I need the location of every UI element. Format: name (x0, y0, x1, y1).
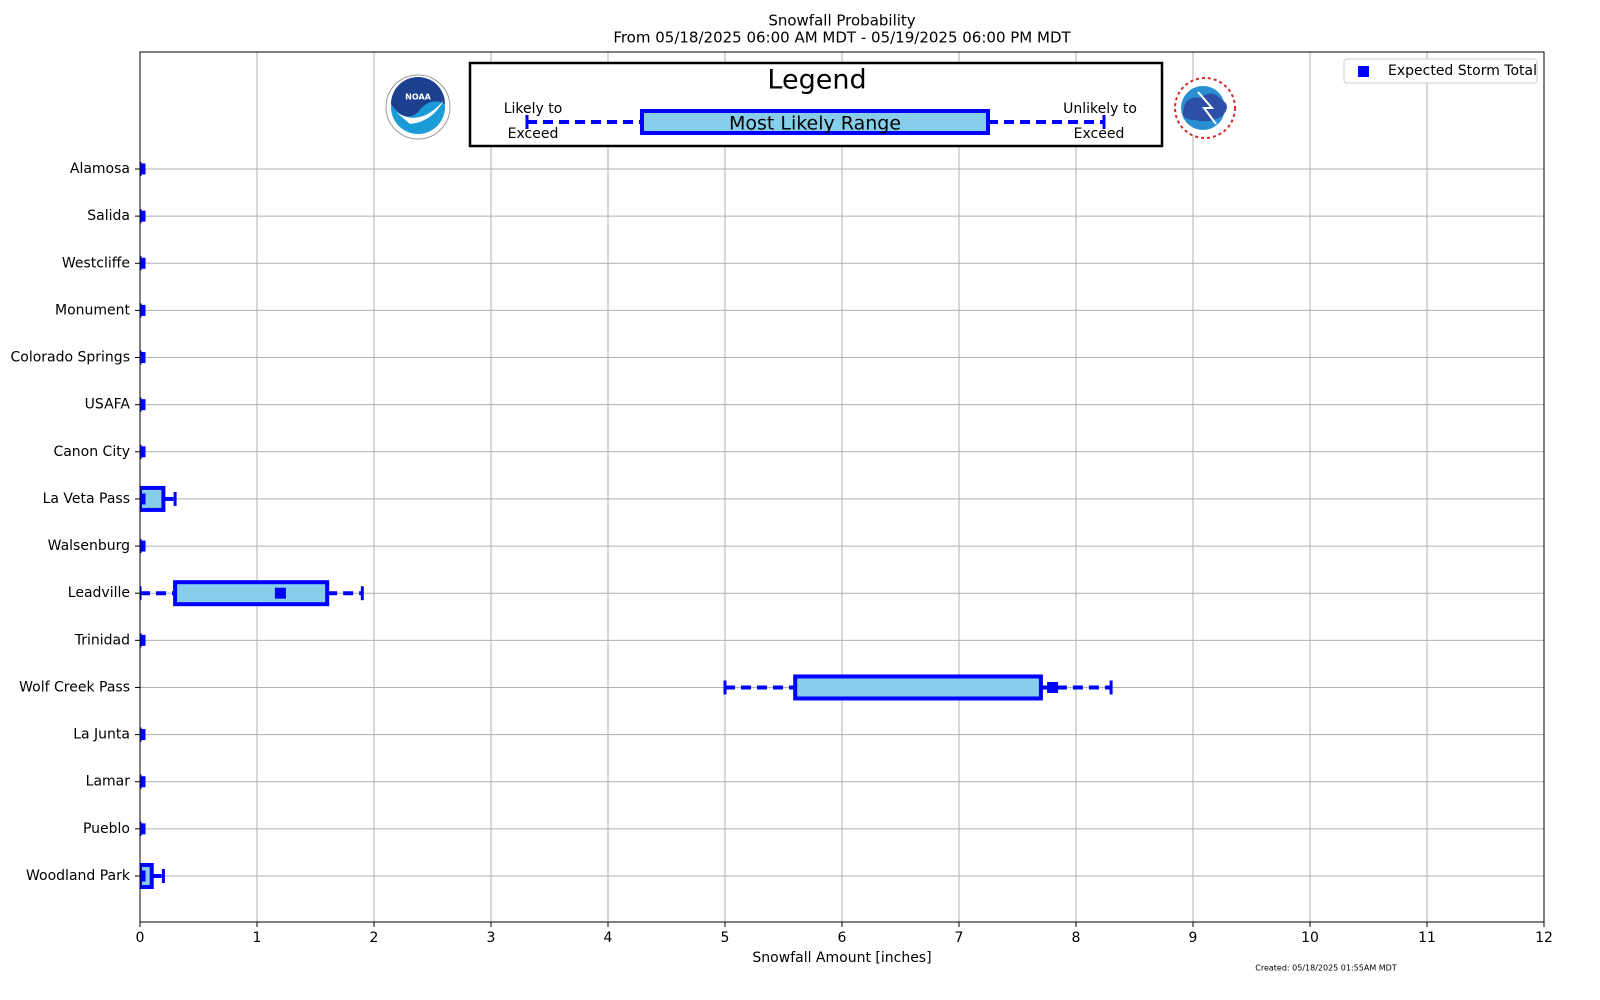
x-tick-label: 6 (838, 930, 847, 946)
legend: Expected Storm Total (1343, 58, 1538, 84)
x-tick-label: 8 (1072, 930, 1081, 946)
expected-marker (140, 163, 146, 175)
expected-marker (140, 399, 146, 411)
x-tick-label: 9 (1189, 930, 1198, 946)
y-tick-label: Leadville (68, 585, 130, 601)
y-tick-label: Pueblo (83, 821, 130, 837)
y-tick-label: Canon City (53, 444, 130, 460)
y-tick-label: Westcliffe (62, 255, 130, 271)
key-high-label: Exceed (1074, 126, 1125, 142)
x-tick-label: 3 (487, 930, 496, 946)
y-tick-label: La Veta Pass (43, 491, 130, 507)
box (173, 580, 330, 607)
expected-marker (140, 634, 146, 646)
chart-subtitle: From 05/18/2025 06:00 AM MDT - 05/19/202… (613, 29, 1071, 47)
expected-marker (140, 870, 146, 882)
key-low-label: Likely to (504, 101, 563, 117)
x-tick-label: 4 (604, 930, 613, 946)
chart-title: Snowfall Probability (768, 12, 915, 30)
x-tick-label: 0 (136, 930, 145, 946)
box (140, 485, 166, 512)
expected-marker (140, 304, 146, 316)
expected-marker (140, 493, 146, 505)
y-tick-label: Trinidad (74, 632, 130, 648)
y-tick-label: Lamar (86, 774, 131, 790)
key-box (640, 109, 990, 135)
y-tick-label: Salida (87, 208, 130, 224)
svg-text:NOAA: NOAA (405, 93, 431, 102)
expected-marker (274, 587, 286, 599)
key-title: Legend (767, 65, 866, 96)
legend-label: Expected Storm Total (1388, 63, 1537, 79)
expected-marker (140, 540, 146, 552)
x-tick-label: 2 (370, 930, 379, 946)
legend-swatch (1358, 66, 1369, 77)
y-tick-label: Walsenburg (48, 538, 130, 554)
x-tick-label: 11 (1418, 930, 1436, 946)
x-axis-label: Snowfall Amount [inches] (752, 950, 931, 966)
plot-marks (140, 162, 1113, 889)
expected-marker (140, 210, 146, 222)
key-inset: Legend Most Likely Range Likely to Excee… (385, 61, 1236, 148)
y-tick-label: Colorado Springs (10, 350, 130, 366)
x-tick-label: 1 (253, 930, 262, 946)
y-tick-label: La Junta (73, 727, 130, 743)
x-tick-label: 10 (1301, 930, 1319, 946)
box (793, 674, 1043, 701)
y-tick-label: Monument (55, 302, 131, 318)
expected-marker (140, 729, 146, 741)
expected-marker (140, 776, 146, 788)
key-range-label: Most Likely Range (729, 113, 901, 135)
y-tick-label: USAFA (85, 397, 131, 413)
y-tick-label: Alamosa (70, 161, 130, 177)
key-low-label: Exceed (508, 126, 559, 142)
legend-frame (1343, 58, 1538, 84)
expected-marker (140, 257, 146, 269)
footnote: Created: 05/18/2025 01:55AM MDT (1255, 964, 1397, 973)
x-tick-label: 12 (1535, 930, 1553, 946)
y-tick-label: Woodland Park (26, 868, 131, 884)
expected-marker (140, 446, 146, 458)
key-high-label: Unlikely to (1063, 101, 1137, 117)
x-tick-label: 7 (955, 930, 964, 946)
axis: 0 1 2 3 4 5 6 7 8 9 10 11 12AlamosaSalidaWestcliffeM… (10, 161, 1552, 946)
x-tick-label: 5 (721, 930, 730, 946)
expected-marker (1047, 681, 1059, 693)
noaa-logo: NOAA (385, 74, 451, 140)
expected-marker (140, 352, 146, 364)
expected-marker (140, 823, 146, 835)
nws-logo (1174, 77, 1236, 139)
y-tick-label: Wolf Creek Pass (19, 679, 130, 695)
box (140, 863, 154, 889)
